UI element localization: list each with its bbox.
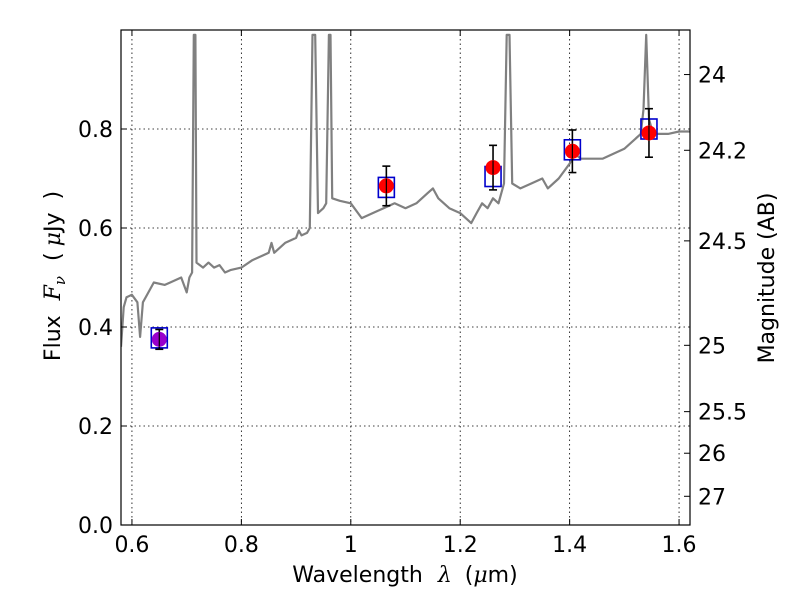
y-axis-label: Flux Fν (μJy ) <box>41 191 71 361</box>
right-axis-label: Magnitude (AB) <box>755 193 780 364</box>
x-tick-label: 1.4 <box>552 533 587 558</box>
x-tick-label: 0.6 <box>114 533 149 558</box>
grid <box>121 30 690 525</box>
y-tick-label: 0.6 <box>78 217 113 242</box>
right-tick-label: 27 <box>698 485 726 510</box>
y-tick-label: 0.2 <box>78 415 113 440</box>
plot-frame <box>120 29 691 526</box>
right-tick-label: 26 <box>698 442 726 467</box>
y-tick-label: 0.0 <box>78 514 113 539</box>
right-tick-label: 25 <box>698 334 726 359</box>
right-tick-label: 24 <box>698 64 726 89</box>
x-tick-label: 1 <box>344 533 358 558</box>
right-tick-label: 24.5 <box>698 230 747 255</box>
x-tick-label: 0.8 <box>224 533 259 558</box>
y-tick-label: 0.4 <box>78 316 113 341</box>
y-tick-label: 0.8 <box>78 118 113 143</box>
model-spectrum-line <box>121 33 690 347</box>
ticks: 0.6 0.8 1 1.2 1.4 1.6 0.0 0.2 0.4 0.6 0.8 24 24.2 24.… <box>78 30 747 558</box>
plot-area <box>121 33 690 351</box>
x-tick-label: 1.6 <box>662 533 697 558</box>
x-tick-label: 1.2 <box>443 533 478 558</box>
right-tick-label: 25.5 <box>698 401 747 426</box>
right-tick-label: 24.2 <box>698 139 747 164</box>
x-axis-label: Wavelength λ (μm) <box>292 563 517 588</box>
